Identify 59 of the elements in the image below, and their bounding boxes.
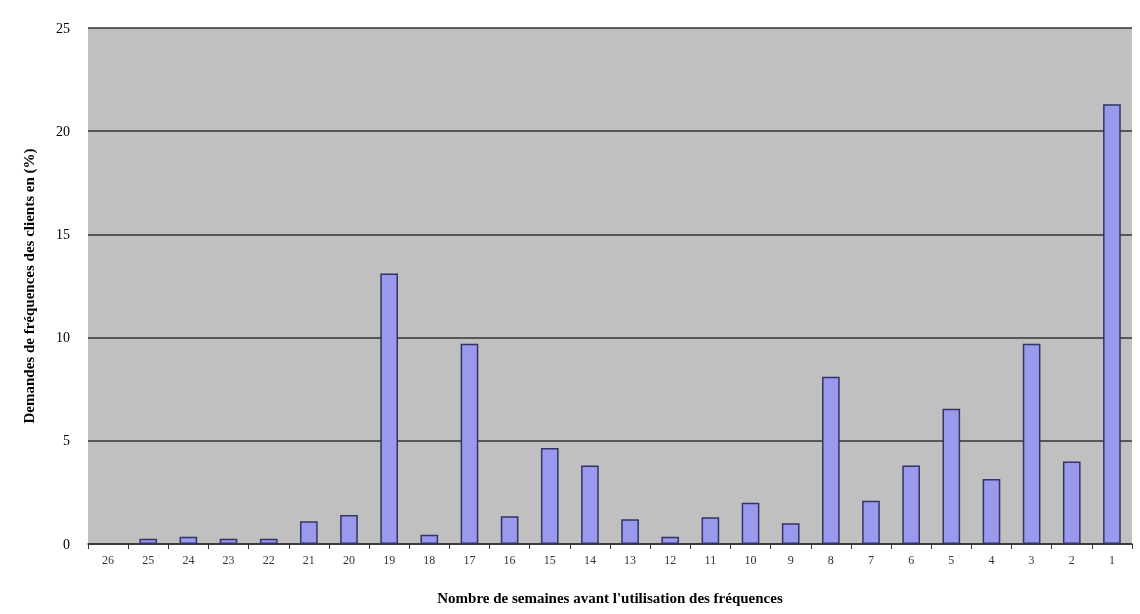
bar	[862, 500, 880, 544]
bar	[1062, 461, 1081, 544]
y-tick-label: 25	[56, 20, 70, 36]
x-tick-label: 25	[142, 553, 155, 567]
bar	[300, 521, 318, 544]
bar	[420, 534, 439, 544]
x-tick-label: 2	[1068, 553, 1075, 567]
x-tick-label: 15	[543, 553, 556, 567]
bar	[139, 538, 158, 544]
bar	[781, 523, 800, 544]
x-tick-label: 21	[302, 553, 315, 567]
bar	[179, 536, 198, 544]
x-tick-label: 8	[827, 553, 834, 567]
x-tick-label: 26	[102, 553, 115, 567]
bar	[942, 408, 961, 544]
y-tick-label: 15	[56, 226, 70, 242]
x-tick-label: 11	[704, 553, 717, 567]
x-tick-label: 18	[423, 553, 436, 567]
x-tick-label: 12	[664, 553, 677, 567]
bar	[380, 273, 398, 544]
bar	[741, 502, 760, 544]
bar	[340, 515, 358, 544]
x-tick-label: 20	[343, 553, 355, 567]
bar	[259, 538, 278, 544]
x-tick-label: 24	[182, 553, 195, 567]
x-tick-label: 13	[624, 553, 637, 567]
x-tick-label: 10	[744, 553, 757, 567]
bar	[460, 343, 479, 544]
bar	[982, 478, 1001, 544]
y-tick-label: 20	[56, 123, 70, 139]
bar	[1103, 104, 1121, 544]
x-tick-label: 19	[383, 553, 396, 567]
y-tick-label: 5	[63, 433, 70, 449]
x-tick-label: 6	[908, 553, 915, 567]
bar	[581, 465, 599, 544]
y-tick-label: 0	[63, 536, 70, 552]
bar	[621, 519, 639, 544]
y-axis-title: Demandes de fréquences des clients en (%)	[20, 148, 38, 424]
bar	[219, 538, 238, 544]
bar	[540, 448, 559, 544]
x-tick-label: 16	[503, 553, 516, 567]
bar	[902, 465, 920, 544]
x-tick-label: 3	[1028, 553, 1035, 567]
x-tick-label: 22	[262, 553, 275, 567]
x-axis-title: Nombre de semaines avant l'utilisation des fréquences	[437, 589, 783, 606]
bar	[1022, 343, 1041, 544]
y-tick-label: 10	[56, 330, 70, 346]
bar	[500, 516, 519, 544]
x-tick-label: 4	[988, 553, 995, 567]
x-tick-label: 14	[583, 553, 596, 567]
bar	[701, 517, 720, 544]
x-tick-label: 5	[948, 553, 955, 567]
bar	[822, 376, 840, 544]
x-tick-label: 1	[1108, 553, 1115, 567]
x-tick-label: 9	[787, 553, 794, 567]
x-tick-label: 23	[222, 553, 235, 567]
x-tick-label: 17	[463, 553, 476, 567]
x-tick-label: 7	[868, 553, 874, 567]
bar	[661, 536, 680, 544]
